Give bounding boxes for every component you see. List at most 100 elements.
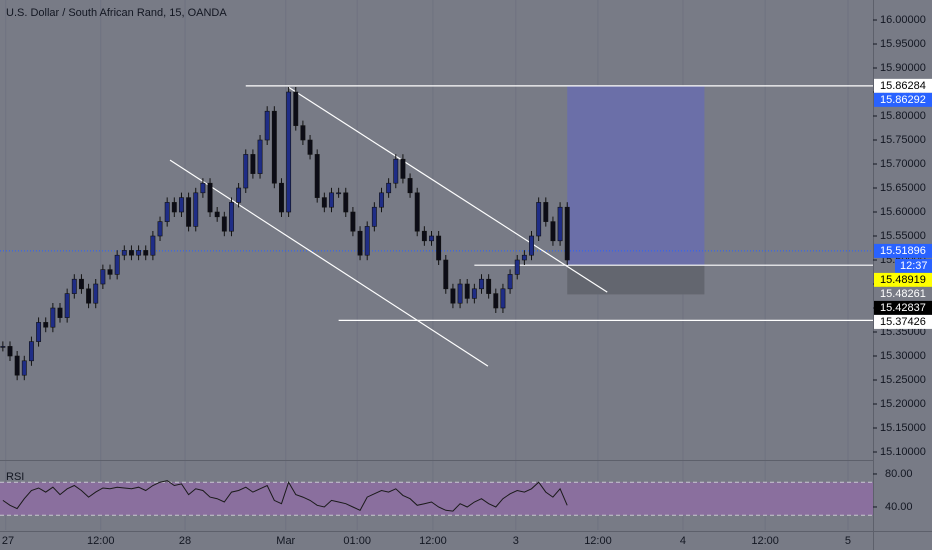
x-tick-label: 12:00 [751,535,779,547]
rsi-tick-label: 80.00 [885,468,913,480]
candle-body [107,269,113,275]
candle-body [236,187,242,203]
candle-body [493,293,499,309]
price-tag-label: 15.86284 [880,80,926,92]
candle-body [457,283,463,304]
x-tick-label: 4 [680,535,686,547]
y-tick-label: 15.60000 [880,206,926,218]
candle-body [357,230,363,256]
price-tag-label: 15.51896 [880,245,926,257]
rsi-label: RSI [6,471,24,483]
candle-body [43,322,49,328]
x-tick-label: 12:00 [87,535,115,547]
candle-body [421,230,427,242]
price-tag [874,243,932,258]
countdown-tag [895,258,932,273]
candle-body [479,278,484,290]
trend-line [288,86,608,293]
candle-body [514,259,520,275]
price-tag-label: 15.48261 [880,288,926,300]
price-tag [874,286,932,301]
candle-body [336,192,342,195]
candle-body [200,182,206,194]
price-tag [874,78,932,93]
x-tick-label: Mar [276,535,295,547]
y-tick-label: 15.90000 [880,62,926,74]
candle-body [436,235,442,261]
candle-body [521,254,527,261]
candle-body [507,274,513,290]
y-tick-label: 15.75000 [880,134,926,146]
candle-body [550,221,556,242]
target-zone [567,85,705,266]
x-tick-label: 12:00 [584,535,612,547]
candle-body [179,197,184,213]
candle-body [407,178,413,194]
candle-body [464,283,470,299]
candle-body [279,182,284,213]
candle-body [543,202,549,222]
candle-body [100,269,106,285]
y-tick-label: 15.55000 [880,230,926,242]
price-tag [874,92,932,107]
candle-body [71,278,77,294]
candle-body [536,202,542,237]
candle-body [14,355,20,376]
price-tag-label: 15.37426 [880,316,926,328]
candle-body [171,202,177,213]
candle-body [321,197,327,208]
candle-body [193,192,199,227]
candle-body [121,250,127,256]
chart-title: U.S. Dollar / South African Rand, 15, OA… [6,7,227,19]
candle-body [93,283,99,304]
candle-body [214,211,220,218]
y-tick-label: 15.95000 [880,38,926,50]
candle-body [293,91,299,126]
price-tag-label: 15.42837 [880,302,926,314]
rsi-tick-label: 40.00 [885,501,913,513]
price-tag [874,300,932,315]
y-tick-label: 15.10000 [880,446,926,458]
candle-body [0,346,6,348]
candle-body [271,110,277,184]
x-tick-label: 28 [179,535,191,547]
candle-body [307,139,313,155]
y-tick-label: 15.80000 [880,110,926,122]
candle-body [150,235,156,256]
candle-body [350,211,356,232]
y-tick-label: 15.15000 [880,422,926,434]
candle-body [414,192,420,232]
candle-body [450,288,456,304]
candle-body [371,206,377,227]
price-tag-label: 15.86292 [880,94,926,106]
y-tick-label: 16.00000 [880,14,926,26]
y-tick-label: 15.20000 [880,398,926,410]
y-tick-label: 15.30000 [880,350,926,362]
x-tick-label: 5 [845,535,851,547]
x-tick-label: 3 [513,535,519,547]
y-tick-label: 15.70000 [880,158,926,170]
candle-body [78,278,84,290]
rsi-line [2,480,568,512]
candle-body [57,307,63,318]
candle-body [443,259,449,290]
candle-body [429,235,434,242]
price-tag [874,314,932,329]
candle-body [471,288,477,299]
y-tick-label: 15.65000 [880,182,926,194]
stop-zone [567,265,705,295]
candle-body [136,250,142,256]
trend-line [169,159,489,367]
x-tick-label: 12:00 [419,535,447,547]
candle-body [186,197,192,227]
candle-body [86,288,92,304]
candle-body [207,182,213,213]
candle-body [143,250,149,256]
candle-body [114,254,120,275]
candle-body [243,154,249,189]
candle-body [300,125,306,141]
candle-body [157,221,163,237]
candle-body [28,341,34,362]
